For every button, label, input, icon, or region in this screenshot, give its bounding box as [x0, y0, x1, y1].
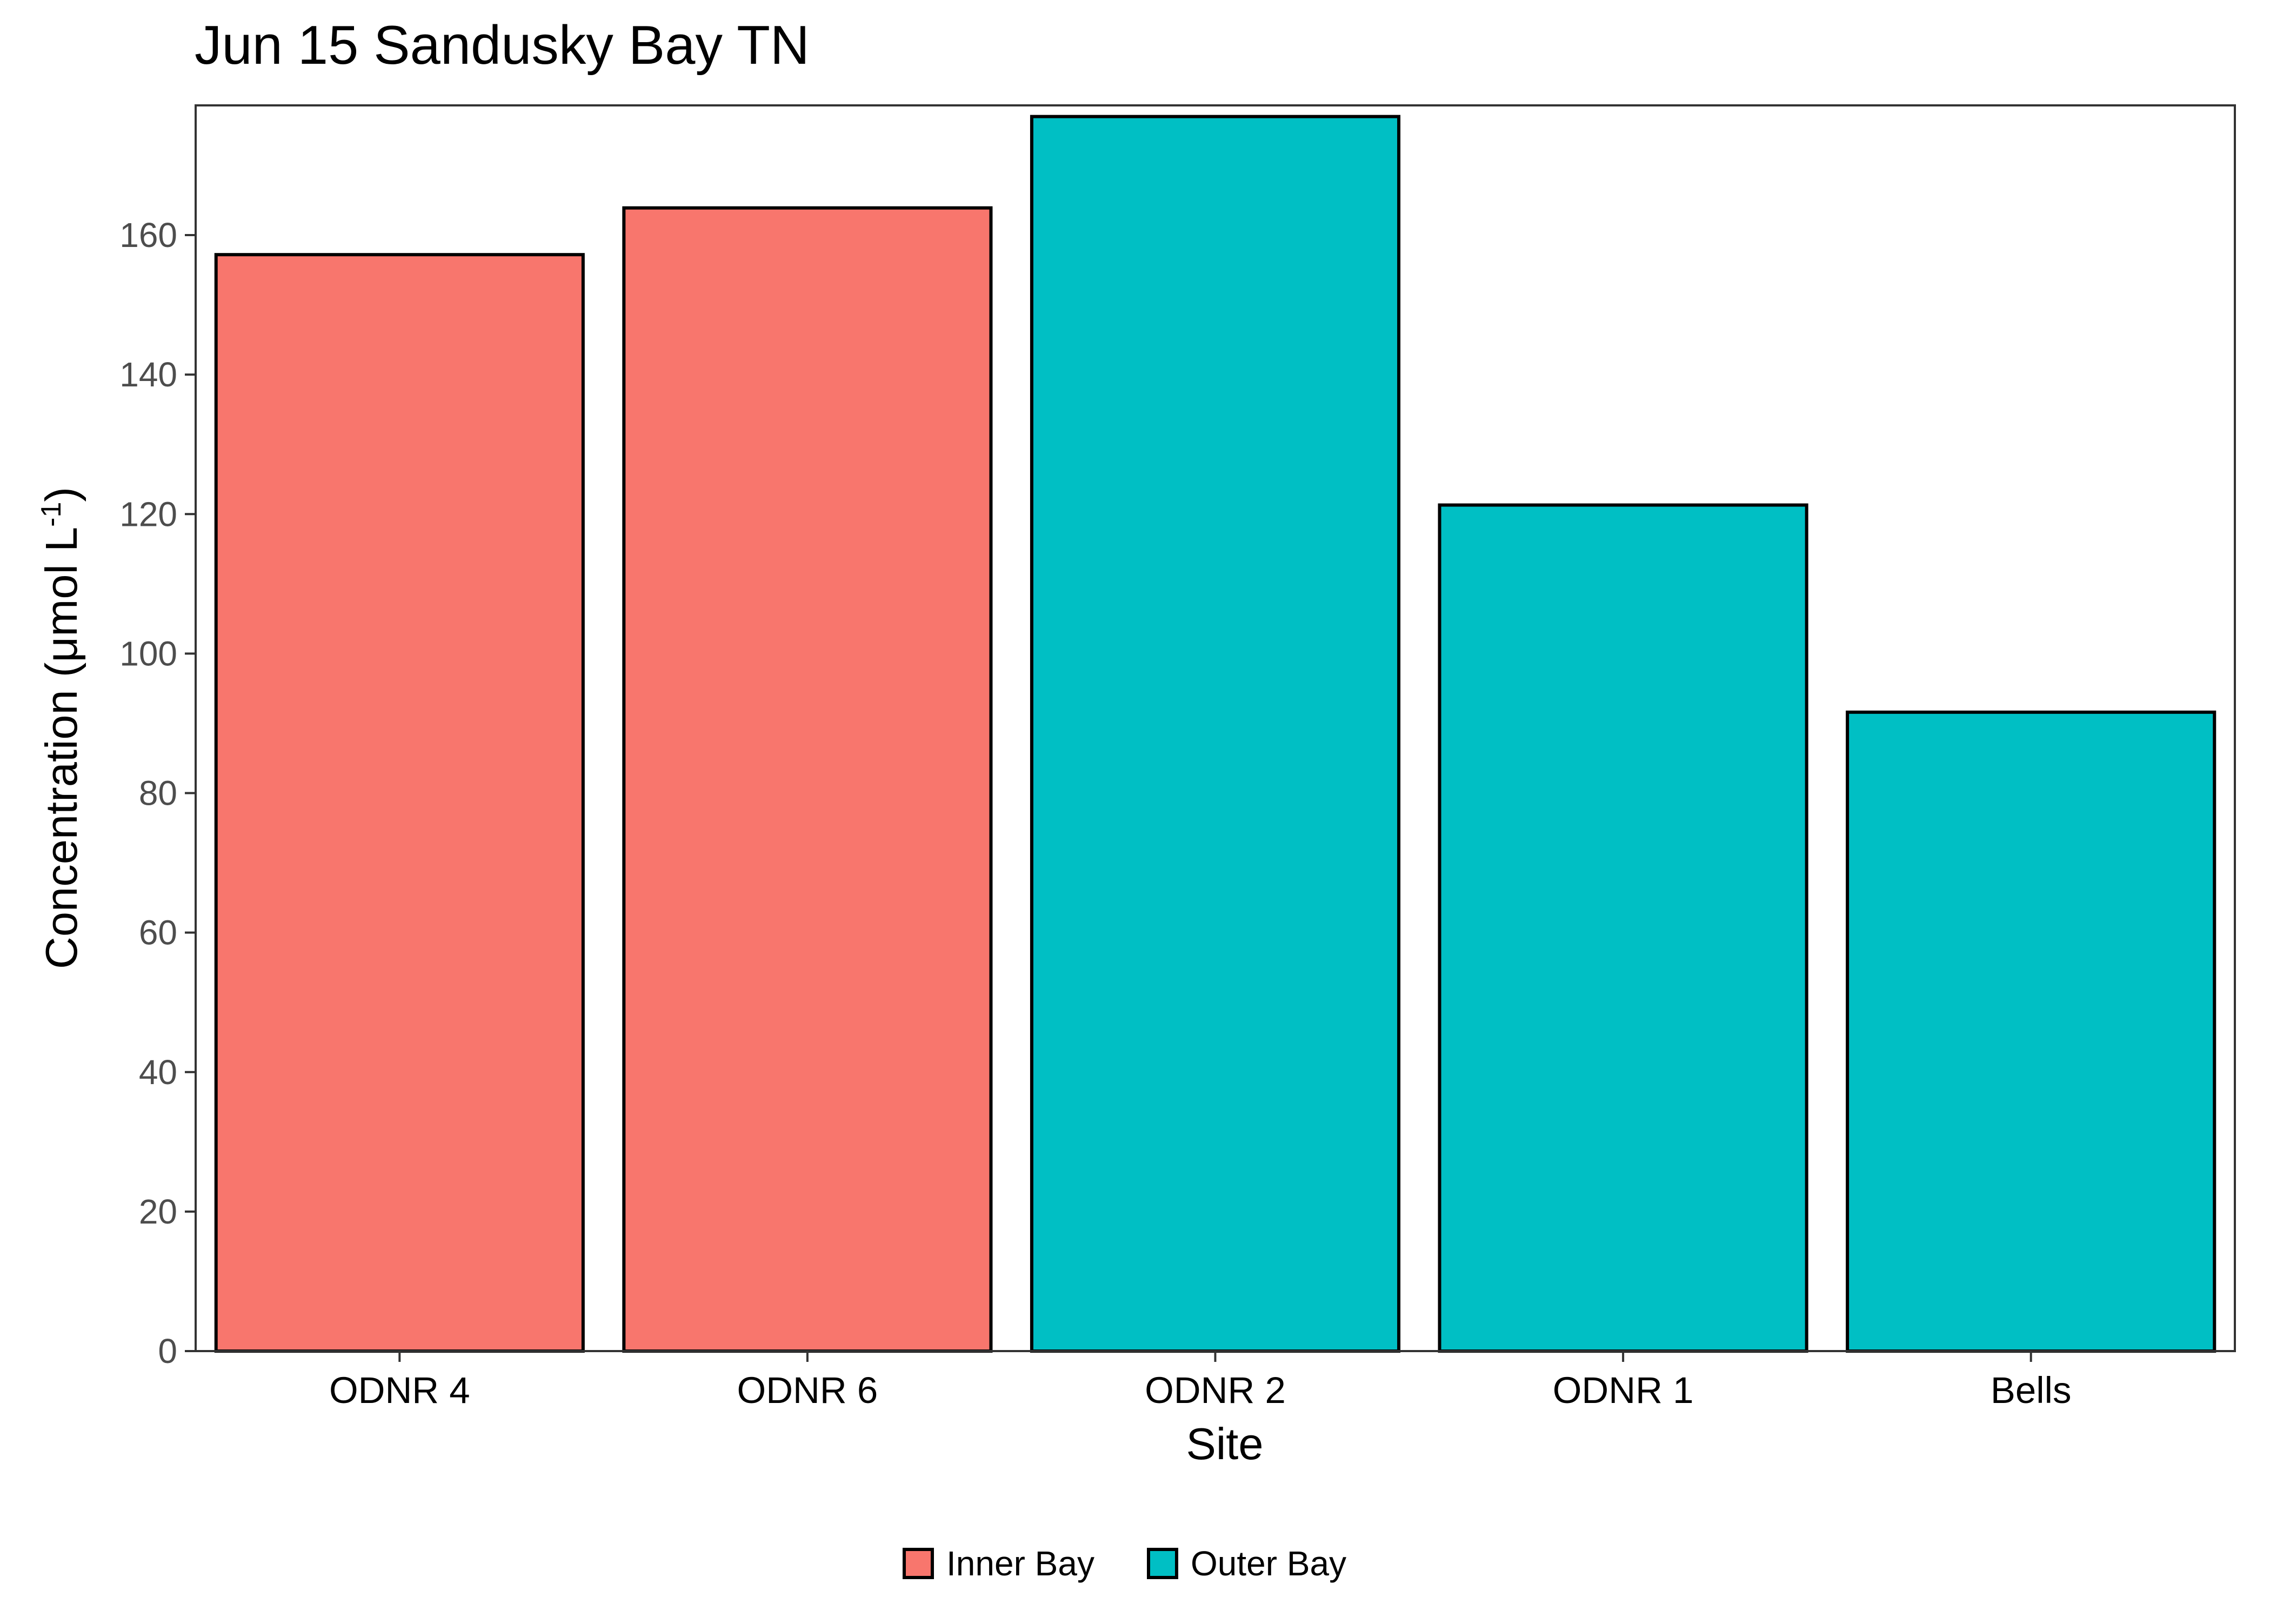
legend-label: Inner Bay: [946, 1544, 1094, 1583]
x-tick-label: ODNR 4: [329, 1369, 470, 1411]
x-tick-label: ODNR 1: [1553, 1369, 1694, 1411]
x-tick-label: ODNR 2: [1145, 1369, 1286, 1411]
bar-odnr-1: [1438, 503, 1808, 1353]
y-tick-label: 160: [119, 216, 177, 255]
legend-key-outer-bay: [1147, 1548, 1178, 1579]
plot-panel-border: [195, 104, 2236, 1352]
y-tick-label: 120: [119, 494, 177, 533]
x-tick-label: ODNR 6: [737, 1369, 878, 1411]
legend-key-inner-bay: [903, 1548, 934, 1579]
legend-label: Outer Bay: [1191, 1544, 1346, 1583]
y-tick-label: 0: [158, 1332, 177, 1371]
x-tick-label: Bells: [1991, 1369, 2072, 1411]
bar-odnr-4: [214, 253, 585, 1353]
y-axis-title-superscript: -1: [36, 502, 67, 527]
bar-bells: [1846, 710, 2216, 1353]
y-axis-title-main: Concentration (μmol L: [36, 527, 86, 969]
chart-title: Jun 15 Sandusky Bay TN: [195, 15, 810, 76]
y-tick-label: 20: [139, 1192, 177, 1231]
y-tick-label: 140: [119, 355, 177, 394]
y-tick-label: 80: [139, 774, 177, 813]
y-axis-title: Concentration (μmol L-1): [36, 487, 86, 969]
x-axis: ODNR 4 ODNR 6 ODNR 2 ODNR 1 Bells: [329, 1351, 2072, 1411]
y-tick-label: 60: [139, 913, 177, 952]
y-tick-label: 40: [139, 1053, 177, 1092]
y-tick-label: 100: [119, 634, 177, 673]
legend: Inner Bay Outer Bay: [903, 1544, 1346, 1583]
bar-odnr-6: [622, 206, 993, 1353]
bar-odnr-2: [1030, 115, 1401, 1353]
bars-layer: [214, 115, 2216, 1353]
y-axis: 0 20 40 60 80 100 120 140 160: [119, 216, 196, 1371]
y-axis-title-close: ): [36, 487, 86, 502]
x-axis-title: Site: [1186, 1419, 1263, 1469]
